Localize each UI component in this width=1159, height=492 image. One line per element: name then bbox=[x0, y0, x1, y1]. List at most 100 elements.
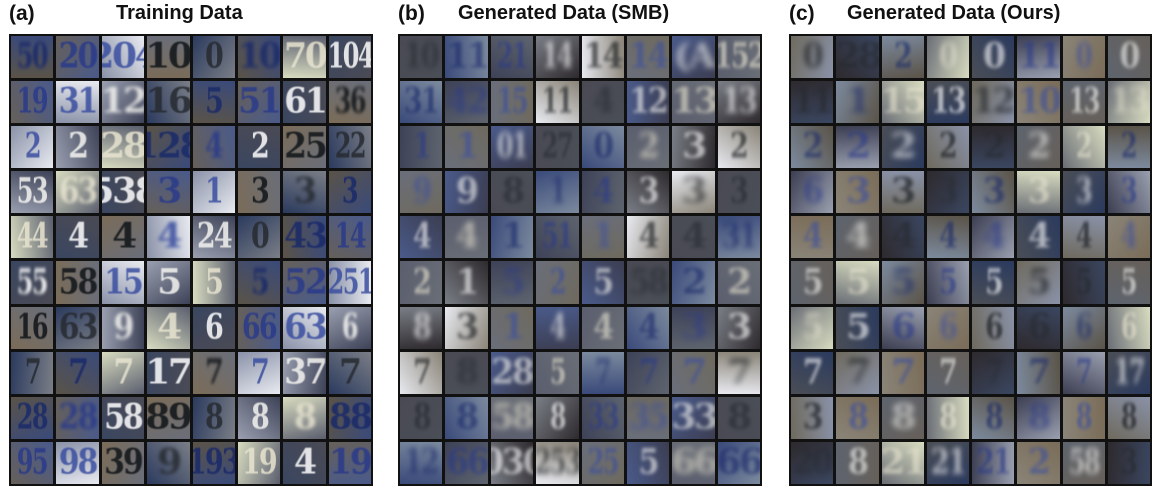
image-tile: 5 bbox=[581, 261, 624, 304]
image-tile: 31 bbox=[56, 81, 99, 124]
image-tile: 0 bbox=[1107, 36, 1150, 79]
image-tile: 6 bbox=[328, 306, 371, 349]
image-tile: 3 bbox=[328, 171, 371, 214]
image-tile: 55 bbox=[11, 261, 54, 304]
image-tile: 31 bbox=[717, 216, 760, 259]
image-tile: 66 bbox=[672, 441, 715, 484]
image-tile: 3 bbox=[1107, 441, 1150, 484]
image-tile: 0 bbox=[1062, 36, 1105, 79]
image-tile: 4 bbox=[147, 216, 190, 259]
image-tile: 50 bbox=[11, 36, 54, 79]
image-tile: 4 bbox=[147, 306, 190, 349]
image-tile: 3 bbox=[926, 171, 969, 214]
image-tile: 2 bbox=[1062, 126, 1105, 169]
image-tile: 10 bbox=[147, 36, 190, 79]
image-tile: 4 bbox=[536, 306, 579, 349]
image-tile: 25 bbox=[283, 126, 326, 169]
image-tile: 8 bbox=[536, 396, 579, 439]
image-tile: 538 bbox=[101, 171, 145, 214]
image-tile: 030 bbox=[490, 441, 534, 484]
image-tile: 58 bbox=[101, 396, 145, 439]
image-tile: 13 bbox=[926, 81, 969, 124]
image-tile: 1 bbox=[490, 306, 534, 349]
image-tile: 7 bbox=[926, 351, 969, 394]
image-tile: 20 bbox=[791, 441, 834, 484]
image-tile: 2 bbox=[11, 126, 54, 169]
image-tile: 4 bbox=[836, 216, 879, 259]
panel-title: Training Data bbox=[116, 2, 243, 24]
image-tile: 3 bbox=[717, 306, 760, 349]
image-tile: 14 bbox=[328, 216, 371, 259]
image-tile: 10 bbox=[1017, 81, 1060, 124]
image-tile: 13 bbox=[672, 81, 715, 124]
image-tile: 128 bbox=[147, 126, 190, 169]
image-tile: 1 bbox=[445, 126, 488, 169]
image-tile: 15 bbox=[490, 81, 534, 124]
image-tile: 51 bbox=[237, 81, 281, 124]
image-tile: 22 bbox=[328, 126, 371, 169]
image-tile: 13 bbox=[717, 81, 760, 124]
image-tile: 4 bbox=[791, 216, 834, 259]
image-tile: 19 bbox=[328, 441, 371, 484]
image-tile: 3 bbox=[791, 396, 834, 439]
image-tile: 4 bbox=[581, 306, 624, 349]
image-tile: (A bbox=[672, 36, 715, 79]
image-tile: 16 bbox=[11, 306, 54, 349]
image-tile: 193 bbox=[192, 441, 235, 484]
image-tile: 2 bbox=[717, 261, 760, 304]
image-tile: 1 bbox=[581, 216, 624, 259]
image-tile: 10 bbox=[237, 36, 281, 79]
image-tile: 35 bbox=[626, 396, 670, 439]
image-tile: 1 bbox=[536, 171, 579, 214]
image-tile: 6 bbox=[1062, 306, 1105, 349]
image-tile: 2 bbox=[881, 36, 924, 79]
image-tile: 36 bbox=[328, 81, 371, 124]
image-tile: 7 bbox=[192, 351, 235, 394]
image-tile: 33 bbox=[672, 396, 715, 439]
panel-label: (a) bbox=[9, 2, 35, 25]
image-tile: 5 bbox=[536, 351, 579, 394]
image-tile: 2 bbox=[237, 126, 281, 169]
panel-header: (c) Generated Data (Ours) bbox=[789, 2, 1152, 30]
image-tile: 63 bbox=[56, 306, 99, 349]
image-tile: 2 bbox=[836, 126, 879, 169]
image-tile: 7 bbox=[11, 351, 54, 394]
image-tile: 19 bbox=[237, 441, 281, 484]
image-tile: 3 bbox=[1017, 171, 1060, 214]
image-tile: 17 bbox=[1107, 351, 1150, 394]
image-tile: 8 bbox=[400, 396, 443, 439]
image-tile: 3 bbox=[672, 171, 715, 214]
image-tile: 3 bbox=[881, 171, 924, 214]
image-tile: 8 bbox=[445, 396, 488, 439]
image-tile: 43 bbox=[283, 216, 326, 259]
image-tile: 8 bbox=[400, 306, 443, 349]
image-tile: 204 bbox=[101, 36, 145, 79]
image-tile: 6 bbox=[1107, 306, 1150, 349]
image-tile: 3 bbox=[237, 171, 281, 214]
image-tile: 3 bbox=[445, 306, 488, 349]
panel-header: (b) Generated Data (SMB) bbox=[398, 2, 762, 30]
image-tile: 51 bbox=[536, 216, 579, 259]
image-tile: 4 bbox=[1107, 216, 1150, 259]
panel-header: (a) Training Data bbox=[9, 2, 373, 30]
image-grid: 0 28 2 0 0 11 0 0 11 1 15 13 12 10 13 13 2 2 2 2 2 2 2 2 6 3 3 3 3 3 3… bbox=[789, 34, 1152, 486]
image-tile: 13 bbox=[1062, 81, 1105, 124]
image-tile: 7 bbox=[1062, 351, 1105, 394]
image-tile: 2 bbox=[672, 261, 715, 304]
image-tile: 12 bbox=[400, 441, 443, 484]
image-tile: 66 bbox=[445, 441, 488, 484]
image-tile: 9 bbox=[147, 441, 190, 484]
image-tile: 52 bbox=[283, 261, 326, 304]
image-tile: 42 bbox=[445, 81, 488, 124]
image-tile: 3 bbox=[626, 171, 670, 214]
image-tile: 3 bbox=[717, 171, 760, 214]
image-tile: 1 bbox=[400, 126, 443, 169]
image-tile: 1 bbox=[490, 216, 534, 259]
image-tile: 8 bbox=[490, 171, 534, 214]
image-tile: 8 bbox=[1062, 396, 1105, 439]
image-tile: 0 bbox=[926, 36, 969, 79]
image-tile: 6 bbox=[972, 306, 1015, 349]
image-tile: 2 bbox=[1017, 126, 1060, 169]
image-tile: 88 bbox=[328, 396, 371, 439]
image-tile: 0 bbox=[192, 36, 235, 79]
